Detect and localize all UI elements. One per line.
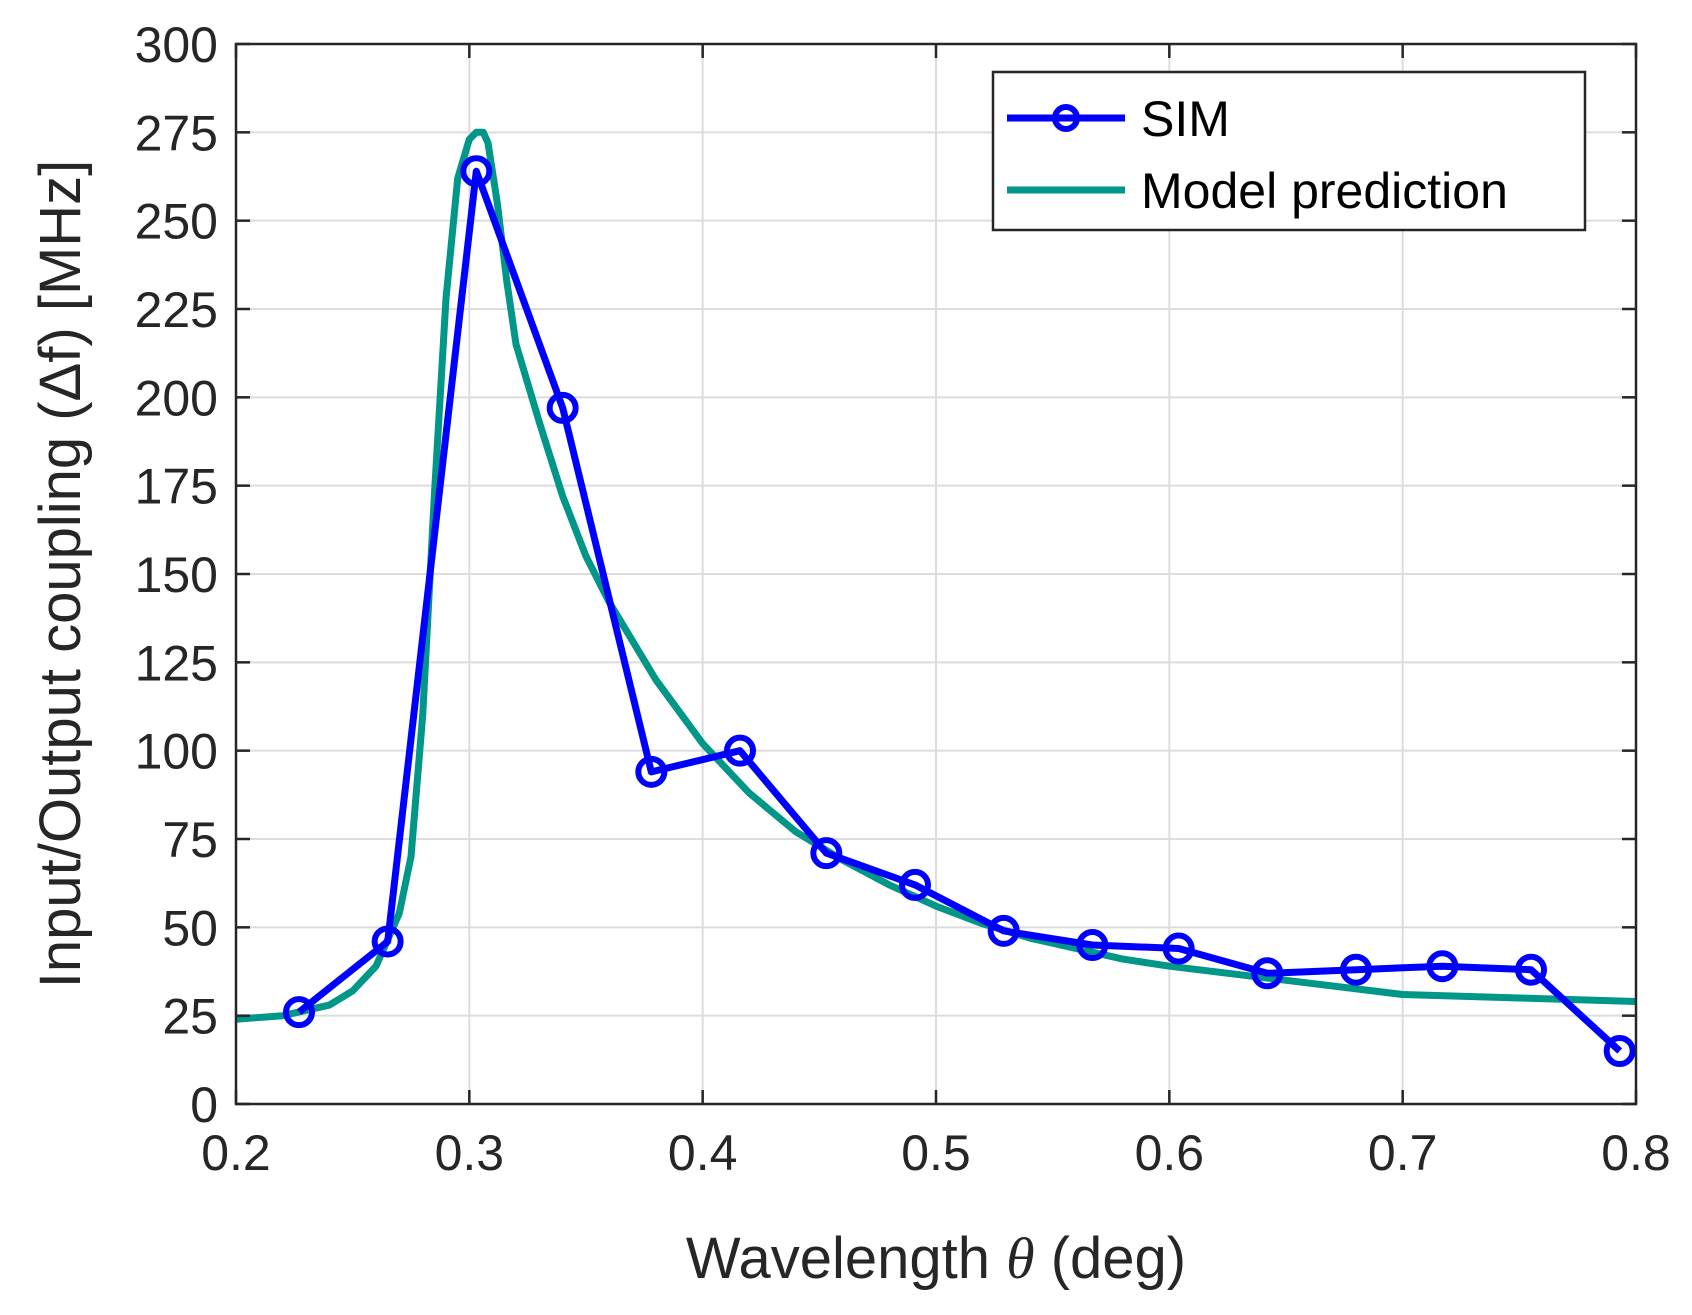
x-axis-label-symbol: θ xyxy=(1006,1226,1035,1291)
data-point-sim xyxy=(1076,929,1109,961)
series-line-model-prediction xyxy=(236,128,1636,1023)
series-line-sim xyxy=(296,167,1623,1054)
y-tick-labels: 0 25 50 75 100 125 150 175 200 225 250 275 300 xyxy=(135,17,218,1133)
data-point-sim xyxy=(460,155,493,188)
legend-marker-sim xyxy=(1052,104,1080,132)
y-tick-label: 275 xyxy=(135,105,218,161)
data-point-sim xyxy=(1340,953,1372,986)
y-tick-label: 50 xyxy=(162,900,218,956)
y-tick-label: 125 xyxy=(135,635,218,691)
x-tick-label: 0.8 xyxy=(1601,1125,1671,1181)
data-point-sim xyxy=(283,996,315,1029)
data-point-sim xyxy=(635,755,668,788)
y-axis-label: Input/Output coupling (Δf) [MHz] xyxy=(28,160,93,989)
x-axis-label-suffix: (deg) xyxy=(1035,1226,1187,1291)
y-tick-label: 25 xyxy=(162,989,218,1045)
x-tick-label: 0.7 xyxy=(1368,1125,1438,1181)
data-point-sim xyxy=(371,925,404,958)
legend: SIM Model prediction xyxy=(991,70,1587,232)
y-tick-label: 0 xyxy=(190,1077,218,1133)
x-tick-label: 0.3 xyxy=(435,1125,505,1181)
data-point-sim xyxy=(1515,953,1547,986)
y-tick-label: 200 xyxy=(135,370,218,426)
y-tick-label: 300 xyxy=(135,17,218,73)
data-point-sim xyxy=(1251,957,1284,990)
x-tick-labels: 0.2 0.3 0.4 0.5 0.6 0.7 0.8 xyxy=(201,1125,1671,1181)
y-tick-label: 250 xyxy=(135,194,218,250)
y-tick-label: 100 xyxy=(135,724,218,780)
x-tick-label: 0.4 xyxy=(668,1125,738,1181)
x-tick-label: 0.2 xyxy=(201,1125,271,1181)
data-point-sim xyxy=(546,391,579,424)
x-axis-label-prefix: Wavelength xyxy=(686,1226,1006,1291)
series-layer xyxy=(236,128,1636,1067)
y-tick-label: 225 xyxy=(135,282,218,338)
legend-label-sim: SIM xyxy=(1141,91,1230,147)
data-point-sim xyxy=(810,837,843,870)
x-tick-label: 0.6 xyxy=(1135,1125,1205,1181)
x-tick-label: 0.5 xyxy=(901,1125,971,1181)
legend-label-model-prediction: Model prediction xyxy=(1141,163,1508,219)
data-point-sim xyxy=(1426,950,1459,983)
data-point-sim xyxy=(899,868,931,901)
x-axis-label: Wavelength θ (deg) xyxy=(686,1226,1186,1291)
data-point-sim xyxy=(1603,1035,1636,1067)
data-point-sim xyxy=(724,734,756,767)
y-tick-label: 75 xyxy=(162,812,218,868)
y-tick-label: 150 xyxy=(135,547,218,603)
y-tick-label: 175 xyxy=(135,459,218,515)
axis-ticks xyxy=(234,42,1638,1106)
data-point-sim xyxy=(1162,932,1195,965)
legend-box xyxy=(991,70,1587,232)
data-point-sim xyxy=(987,914,1020,947)
